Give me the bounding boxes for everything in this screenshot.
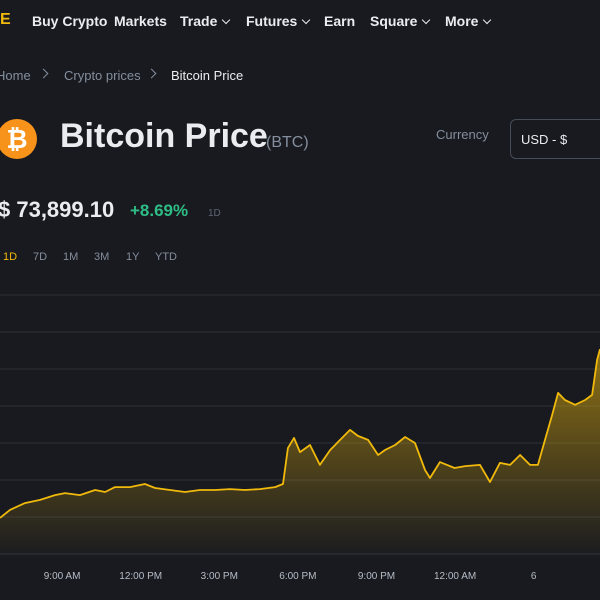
period-tab[interactable]: 1D [3, 251, 18, 263]
nav-item[interactable]: Trade [180, 13, 231, 29]
x-tick-label: 9:00 AM [44, 571, 81, 582]
nav-item[interactable]: Earn [324, 13, 356, 29]
change-period: 1D [208, 208, 221, 219]
period-tab[interactable]: 1Y [126, 251, 140, 263]
title: Bitcoin Price [60, 117, 268, 155]
period-tab[interactable]: YTD [155, 251, 177, 263]
nav-item[interactable]: Square [370, 13, 431, 29]
x-tick-label: 3:00 PM [201, 571, 238, 582]
x-tick-label: 6 [531, 571, 537, 582]
logo[interactable]: E [0, 11, 11, 28]
period-tab[interactable]: 3M [94, 251, 110, 263]
nav-label: Futures [246, 13, 298, 29]
nav-label: Square [370, 13, 418, 29]
nav-label: Trade [180, 13, 218, 29]
x-tick-label: 12:00 PM [119, 571, 162, 582]
currency-select[interactable]: USD - $ [510, 119, 600, 159]
nav-item[interactable]: Buy Crypto [32, 13, 108, 29]
price: $ 73,899.10 [0, 197, 115, 222]
area [0, 349, 600, 560]
x-tick-label: 12:00 AM [434, 571, 476, 582]
nav-label: More [445, 13, 479, 29]
x-tick-label: 9:00 PM [358, 571, 395, 582]
price-line [0, 348, 600, 519]
nav-item[interactable]: More [445, 13, 492, 29]
breadcrumb[interactable]: Home [0, 68, 31, 83]
x-tick-label: 6:00 PM [279, 571, 316, 582]
period-tab[interactable]: 7D [33, 251, 48, 263]
price-change: +8.69% [130, 201, 189, 220]
nav-item[interactable]: Futures [246, 13, 311, 29]
period-tab[interactable]: 1M [63, 251, 79, 263]
coin-icon: ₿ [0, 119, 37, 159]
breadcrumb: Bitcoin Price [171, 68, 244, 83]
breadcrumb[interactable]: Crypto prices [64, 68, 141, 83]
currency-label: Currency [436, 127, 489, 142]
nav-item[interactable]: Markets [114, 13, 167, 29]
symbol: (BTC) [266, 134, 309, 151]
